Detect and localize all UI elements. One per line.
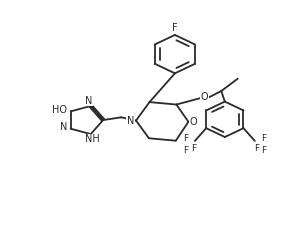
Text: F: F <box>183 135 188 143</box>
Text: O: O <box>190 117 198 127</box>
Text: F: F <box>261 135 266 143</box>
Text: O: O <box>201 92 208 102</box>
Text: N: N <box>127 116 134 125</box>
Text: HO: HO <box>52 105 67 115</box>
Text: F: F <box>261 146 266 155</box>
Text: N: N <box>60 123 68 133</box>
Text: NH: NH <box>85 135 100 144</box>
Text: F: F <box>254 144 259 153</box>
Text: F: F <box>191 144 196 153</box>
Text: F: F <box>172 23 178 33</box>
Text: N: N <box>85 96 92 106</box>
Text: F: F <box>183 146 188 155</box>
